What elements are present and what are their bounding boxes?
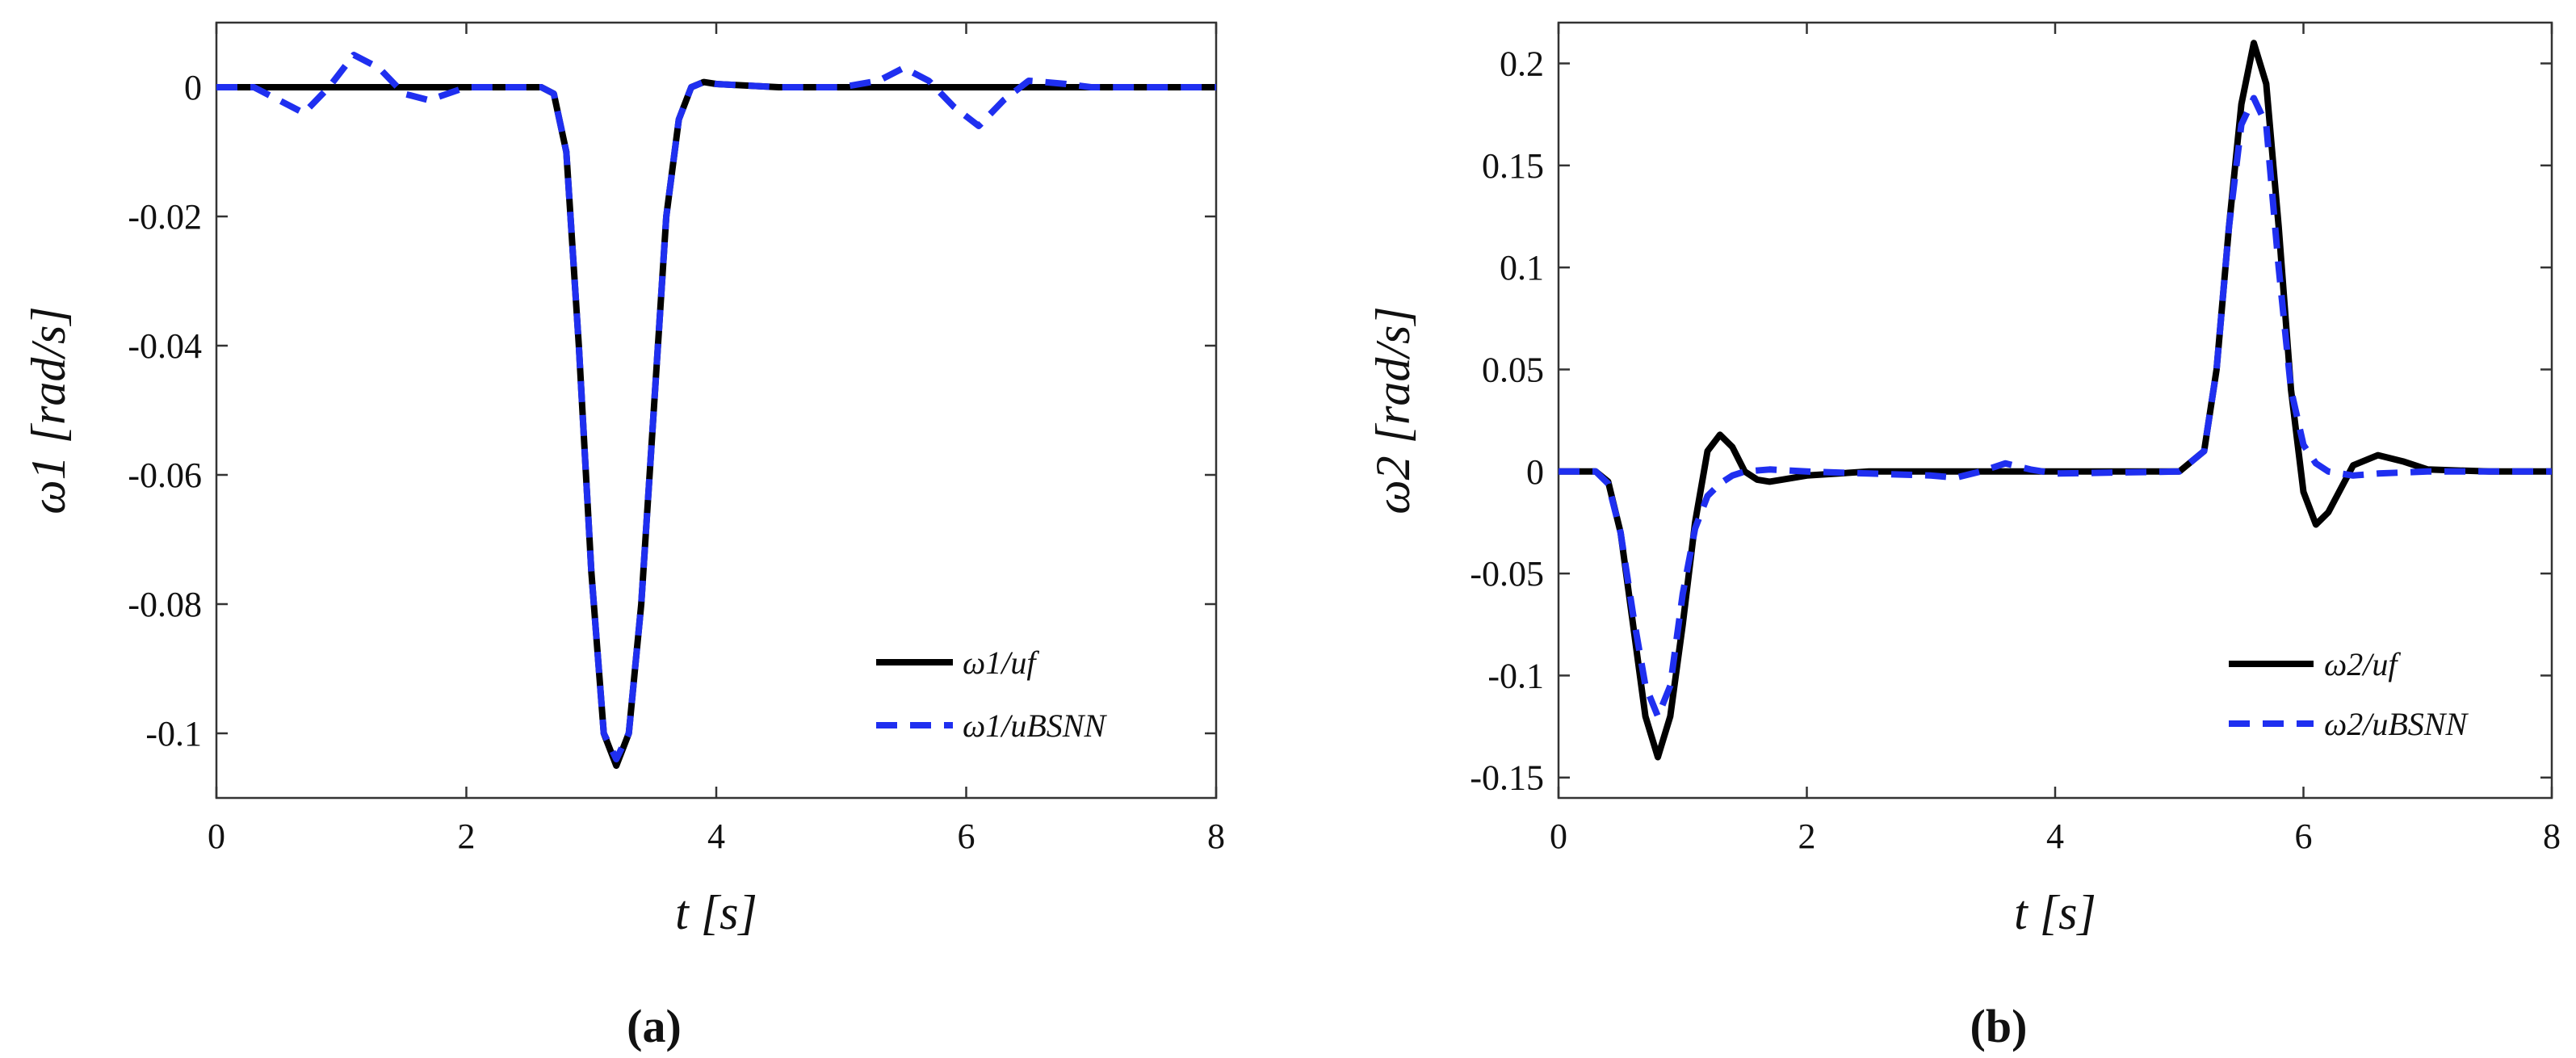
chart-a-lines xyxy=(216,52,1216,769)
chart-a-caption: (a) xyxy=(627,1000,682,1052)
chart-a-ytick-label: -0.04 xyxy=(128,326,202,366)
chart-a-legend-ubsnn-label: ω1/uBSNN xyxy=(963,707,1107,744)
chart-a-ytick-label: -0.02 xyxy=(128,197,202,237)
chart-a-ytick-label: -0.08 xyxy=(128,585,202,624)
chart-b-xtick-label: 4 xyxy=(2046,817,2064,856)
chart-a-series-ubsnn-line xyxy=(216,52,1216,762)
chart-b-legend-uf-label: ω2/uf xyxy=(2324,646,2401,682)
chart-a-series-uf-line xyxy=(216,78,1216,769)
chart-b-ytick-label: 0.2 xyxy=(1500,44,1544,84)
chart-b-ylabel: ω2 [rad/s] xyxy=(1366,306,1420,514)
chart-b-xtick-label: 2 xyxy=(1798,817,1816,856)
chart-b-ytick-label: -0.05 xyxy=(1470,554,1544,594)
chart-a-xtick-label: 6 xyxy=(958,817,975,856)
chart-a-ytick-label: -0.06 xyxy=(128,456,202,495)
chart-b-ytick-label: 0.05 xyxy=(1482,350,1544,389)
chart-b-ytick-label: 0.15 xyxy=(1482,146,1544,186)
chart-b-ytick-label: 0 xyxy=(1526,452,1544,492)
chart-a-ytick-label: 0 xyxy=(184,68,202,107)
chart-b-series-uf-line xyxy=(1559,40,2552,761)
chart-b-plot-frame xyxy=(1557,21,2553,800)
chart-a-xtick-label: 4 xyxy=(707,817,725,856)
chart-b-xtick-label: 0 xyxy=(1550,817,1567,856)
chart-a-legend-uf-label: ω1/uf xyxy=(963,644,1039,681)
chart-b-legend-ubsnn-label: ω2/uBSNN xyxy=(2324,706,2469,742)
chart-b-ytick-label: -0.15 xyxy=(1470,758,1544,798)
chart-b-ytick-label: -0.1 xyxy=(1487,656,1544,695)
chart-a-ticks: 0 2 4 6 8 0 -0.02 -0.04 -0.06 -0.08 -0.1 xyxy=(128,23,1225,856)
chart-b-xlabel: t [s] xyxy=(2014,886,2096,939)
chart-b: 0 2 4 6 8 0.2 0.15 0.1 0.05 0 -0.05 -0.1 -0.15 ω2/uf… xyxy=(1366,21,2561,1052)
chart-b-ticks: 0 2 4 6 8 0.2 0.15 0.1 0.05 0 -0.05 -0.1 -0.15 xyxy=(1470,23,2561,856)
chart-a-xtick-label: 2 xyxy=(458,817,476,856)
chart-b-ytick-label: 0.1 xyxy=(1500,248,1544,288)
chart-b-xtick-label: 8 xyxy=(2543,817,2561,856)
chart-b-series-ubsnn-line xyxy=(1559,94,2552,720)
chart-a-ylabel: ω1 [rad/s] xyxy=(22,306,75,514)
chart-a-ytick-label: -0.1 xyxy=(145,714,202,754)
chart-a: 0 2 4 6 8 0 -0.02 -0.04 -0.06 -0.08 -0.1 ω1/uf ω1/… xyxy=(22,21,1225,1052)
chart-a-xlabel: t [s] xyxy=(675,886,757,939)
chart-b-xtick-label: 6 xyxy=(2295,817,2313,856)
chart-b-caption: (b) xyxy=(1970,1000,2028,1052)
chart-a-xtick-label: 0 xyxy=(208,817,225,856)
chart-a-plot-frame xyxy=(215,21,1218,800)
chart-b-legend: ω2/uf ω2/uBSNN xyxy=(2229,646,2469,742)
chart-a-xtick-label: 8 xyxy=(1207,817,1225,856)
chart-a-legend: ω1/uf ω1/uBSNN xyxy=(876,644,1107,744)
chart-b-lines xyxy=(1559,40,2552,761)
